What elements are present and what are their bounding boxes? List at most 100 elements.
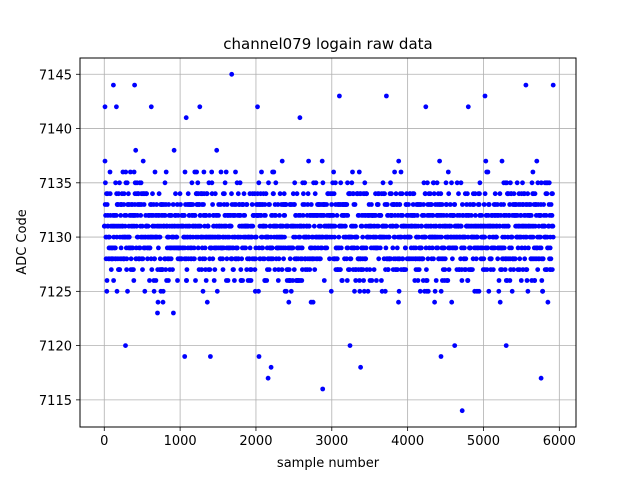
data-point [244,202,250,207]
data-point [534,158,540,164]
data-point [431,180,437,186]
data-point [512,256,518,262]
data-point [482,191,488,197]
data-point [427,191,433,197]
data-point [266,267,272,272]
data-point [389,191,394,197]
data-point [160,288,166,294]
data-point [407,234,413,240]
data-point [292,180,298,186]
chart-title: channel079 logain raw data [223,35,432,53]
data-point [218,169,224,175]
data-point [140,158,146,164]
data-point [497,191,503,197]
data-point [155,299,161,305]
data-point [102,158,108,164]
data-point [374,278,379,283]
data-point [173,191,178,197]
data-point [270,256,276,262]
data-point [113,213,119,218]
data-point [453,245,459,251]
data-point [550,223,556,229]
data-point [171,310,176,316]
data-point [416,267,422,272]
data-point [373,213,379,218]
data-point [126,234,132,240]
data-point [505,223,511,229]
data-point-outlier [255,104,260,110]
data-point-outlier [423,104,429,110]
data-point [321,213,327,218]
data-point [376,223,381,229]
data-point [538,180,544,186]
data-point [423,234,428,240]
data-point [319,158,325,164]
data-point [204,299,210,305]
data-point [307,267,313,272]
data-point [439,234,444,240]
data-point [131,267,136,272]
data-point [331,191,337,197]
data-point [456,191,461,197]
data-point [363,245,369,251]
data-point [137,245,143,251]
data-point [520,180,525,186]
data-point [538,245,544,251]
data-point [517,267,522,272]
x-tick-label: 1000 [164,434,197,449]
data-point [465,278,471,283]
data-point [104,288,110,294]
data-point [509,288,515,294]
data-point [528,202,533,207]
data-point [138,213,144,218]
data-point [260,245,265,251]
data-point [479,213,485,218]
data-point [277,191,283,197]
data-point [348,256,354,262]
data-point [243,245,249,251]
data-point [447,202,453,207]
data-point [226,234,232,240]
data-point [305,202,311,207]
data-point [473,256,479,262]
data-point [290,245,296,251]
data-point [350,169,355,175]
data-point [239,256,245,262]
data-point [435,245,441,251]
data-point [382,288,388,294]
data-point [383,245,389,251]
data-point [329,202,334,207]
data-point [156,191,162,197]
data-point [354,234,360,240]
data-point [376,256,382,262]
data-point [354,245,360,251]
y-tick-label: 7145 [39,68,72,83]
data-point [209,169,215,175]
data-point [543,213,549,218]
data-point [121,191,127,197]
data-point [244,267,250,272]
data-point [439,202,445,207]
data-point [414,213,420,218]
data-point [445,169,451,175]
data-point [279,267,285,272]
data-point [279,158,285,164]
data-point [443,180,449,186]
data-point [437,158,442,164]
y-tick-label: 7120 [39,340,72,355]
data-point [465,234,471,240]
data-point [548,256,554,262]
data-point [211,278,217,283]
data-point [264,278,270,283]
data-point [444,202,449,207]
data-point [174,234,180,240]
data-point [550,191,555,197]
data-point [421,202,426,207]
data-point [210,202,216,207]
data-point [281,256,286,262]
data-point [131,169,137,175]
data-point [259,169,264,175]
data-point [334,213,340,218]
data-point [308,202,314,207]
data-point [162,213,168,218]
